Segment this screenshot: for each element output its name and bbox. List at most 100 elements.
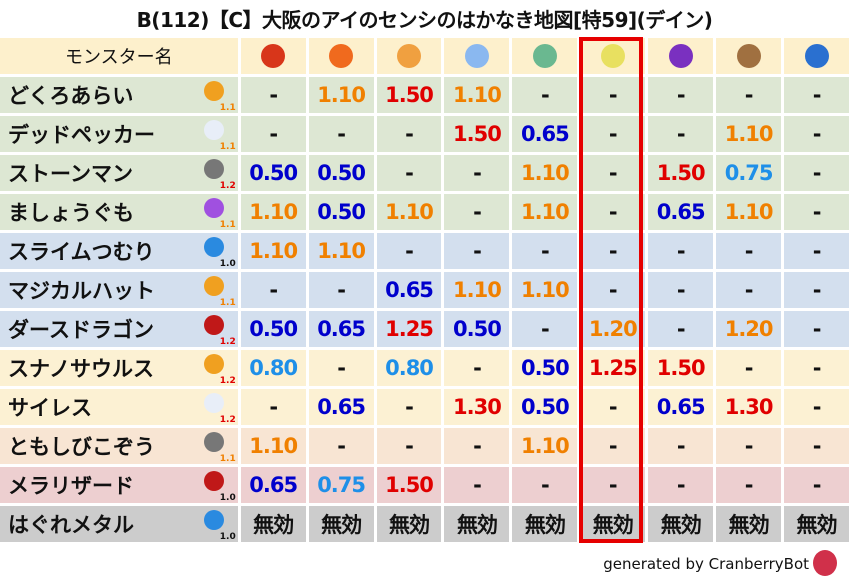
resistance-value: - <box>308 428 374 464</box>
monster-name: はぐれメタル <box>8 513 134 537</box>
paw-icon <box>203 354 224 374</box>
resistance-value: - <box>648 311 714 347</box>
monster-name: ストーンマン <box>8 162 133 186</box>
resistance-value: - <box>512 311 578 347</box>
cranberry-bot-icon <box>813 550 837 576</box>
table-row: ともしびこぞう 1.1 1.10- - -1.10- - - - <box>0 428 849 464</box>
resistance-value: 1.30 <box>444 389 510 425</box>
monster-name-cell: ともしびこぞう 1.1 <box>0 428 238 464</box>
monster-name-cell: サイレス 1.2 <box>0 389 238 425</box>
column-header-element <box>580 38 646 74</box>
column-header-element <box>716 38 782 74</box>
resistance-value: - <box>784 272 849 308</box>
resistance-value: - <box>444 155 510 191</box>
resistance-value: - <box>784 389 849 425</box>
resistance-value: - <box>444 233 510 269</box>
resistance-value: - <box>376 428 442 464</box>
weight-label: 1.0 <box>219 493 236 503</box>
flame-icon <box>329 44 354 68</box>
slime-icon <box>203 510 224 530</box>
resistance-value: - <box>376 233 442 269</box>
resistance-value: - <box>716 272 782 308</box>
monster-name-cell: はぐれメタル 1.0 <box>0 506 238 542</box>
resistance-value: - <box>512 467 578 503</box>
resistance-value: 0.50 <box>308 194 374 230</box>
resistance-value: - <box>240 116 306 152</box>
monster-name-cell: ストーンマン 1.2 <box>0 155 238 191</box>
monster-name: メラリザード <box>8 474 134 498</box>
page-title: B(112)【C】大阪のアイのセンシのはかなき地図[特59](デイン) <box>136 8 713 32</box>
dragon-icon <box>203 315 224 335</box>
monster-name-cell: ダースドラゴン 1.2 <box>0 311 238 347</box>
resistance-value: - <box>648 272 714 308</box>
column-header-element <box>512 38 578 74</box>
slime-icon <box>203 237 224 257</box>
resistance-value: 0.65 <box>648 389 714 425</box>
resistance-value: - <box>648 233 714 269</box>
table-row: ストーンマン 1.2 0.50 0.50- -1.10-1.50 0.75- <box>0 155 849 191</box>
table-row: スライムつむり 1.0 1.10 1.10- - - - - - - <box>0 233 849 269</box>
resistance-value: 1.10 <box>444 77 510 113</box>
resistance-value: - <box>512 77 578 113</box>
resistance-value: 無効 <box>512 506 578 542</box>
darkness-swirl-icon <box>668 44 693 68</box>
resistance-value: - <box>376 116 442 152</box>
table-row: スナノサウルス 1.2 0.80-0.80-0.50 1.25 1.50- - <box>0 350 849 386</box>
monster-name: デッドペッカー <box>8 123 155 147</box>
resistance-value: 1.25 <box>376 311 442 347</box>
resistance-value: 1.10 <box>512 155 578 191</box>
resistance-value: 1.20 <box>580 311 646 347</box>
weight-label: 1.2 <box>219 376 236 386</box>
resistance-value: - <box>784 233 849 269</box>
resistance-value: - <box>308 272 374 308</box>
monster-name: マジカルハット <box>8 279 155 303</box>
resistance-value: 1.10 <box>240 233 306 269</box>
resistance-value: 無効 <box>648 506 714 542</box>
weight-label: 1.0 <box>219 532 236 542</box>
header-row: モンスター名 <box>0 38 849 74</box>
resistance-value: 0.50 <box>512 389 578 425</box>
monster-name: ともしびこぞう <box>8 435 155 459</box>
table-row: どくろあらい 1.1-1.10 1.50 1.10- - - - - <box>0 77 849 113</box>
paw-icon <box>203 276 224 296</box>
resistance-value: 1.10 <box>512 194 578 230</box>
resistance-value: - <box>376 155 442 191</box>
monster-name-cell: メラリザード 1.0 <box>0 467 238 503</box>
table-row: メラリザード 1.0 0.65 0.75 1.50- - - - - - <box>0 467 849 503</box>
monster-name-cell: スライムつむり 1.0 <box>0 233 238 269</box>
monster-name-cell: スナノサウルス 1.2 <box>0 350 238 386</box>
resistance-value: - <box>716 233 782 269</box>
water-wave-icon <box>804 44 829 68</box>
brick-icon <box>203 432 224 452</box>
resistance-value: 1.10 <box>444 272 510 308</box>
resistance-value: 1.10 <box>376 194 442 230</box>
resistance-value: 0.80 <box>240 350 306 386</box>
table-row: ダースドラゴン 1.2 0.50 0.65 1.25 0.50-1.20-1.20- <box>0 311 849 347</box>
resistance-value: - <box>784 155 849 191</box>
lightning-star-icon <box>600 44 625 68</box>
dragon-icon <box>203 471 224 491</box>
table-row: デッドペッカー 1.1- - -1.50 0.65- -1.10- <box>0 116 849 152</box>
resistance-value: - <box>784 77 849 113</box>
weight-label: 1.2 <box>219 415 236 425</box>
monster-name: スライムつむり <box>8 240 155 264</box>
resistance-value: 0.65 <box>308 389 374 425</box>
resistance-value: 1.10 <box>716 194 782 230</box>
resistance-value: 1.10 <box>512 272 578 308</box>
table-row: はぐれメタル 1.0 無効 無効 無効 無効 無効 無効 無効 無効 無効 <box>0 506 849 542</box>
resistance-value: - <box>444 467 510 503</box>
resistance-value: - <box>580 389 646 425</box>
resistance-value: 無効 <box>580 506 646 542</box>
resistance-value: - <box>580 77 646 113</box>
resistance-value: 0.50 <box>240 311 306 347</box>
resistance-value: - <box>648 77 714 113</box>
table-row: マジカルハット 1.1- -0.65 1.10 1.10- - - - <box>0 272 849 308</box>
resistance-value: 無効 <box>240 506 306 542</box>
resistance-table: モンスター名 どくろあらい 1.1-1.10 1.50 1.10- - - - - デッドペッカー… <box>0 38 849 545</box>
table-row: サイレス 1.2-0.65-1.30 0.50-0.65 1.30- <box>0 389 849 425</box>
monster-name-cell: マジカルハット 1.1 <box>0 272 238 308</box>
weight-label: 1.1 <box>219 103 236 113</box>
column-header-element <box>444 38 510 74</box>
resistance-value: 1.50 <box>376 77 442 113</box>
weight-label: 1.1 <box>219 454 236 464</box>
